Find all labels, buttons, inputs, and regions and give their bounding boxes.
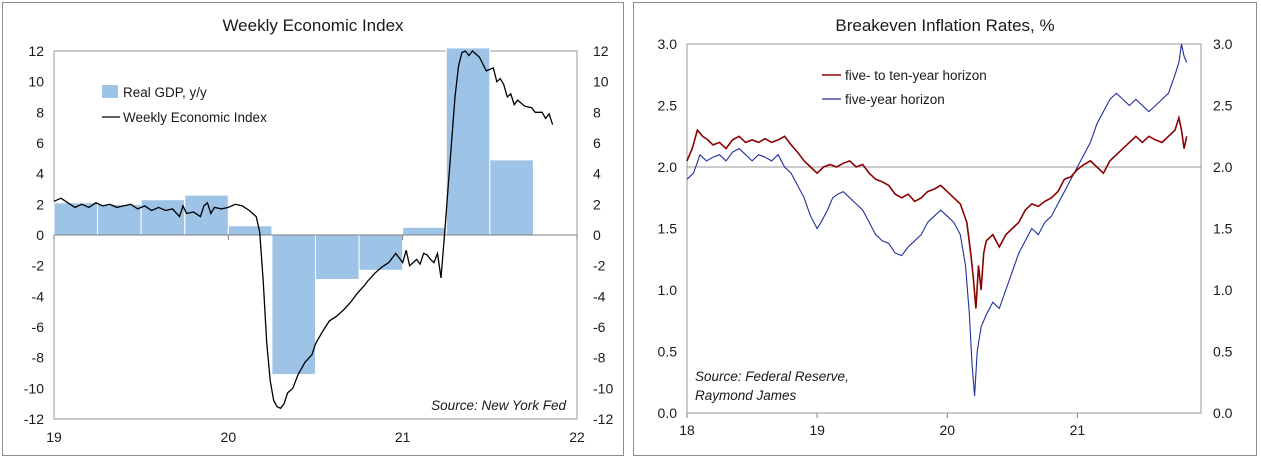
weekly-economic-index-chart: 121086420-2-4-6-8-10-12121086420-2-4-6-8… xyxy=(24,43,614,445)
legend-label-wei: Weekly Economic Index xyxy=(123,110,267,125)
y-tick-label-right: 1.0 xyxy=(1213,282,1233,298)
chart-title: Weekly Economic Index xyxy=(222,16,404,35)
y-tick-label: 0.5 xyxy=(658,344,678,360)
y-tick-label: 10 xyxy=(28,74,44,90)
gdp-bar xyxy=(489,159,534,236)
y-tick-label: 4 xyxy=(36,166,44,182)
y-tick-label-right: 2 xyxy=(593,196,601,212)
y-tick-label-right: 6 xyxy=(593,135,601,151)
five-to-ten-year-line xyxy=(686,114,1188,309)
gdp-bar xyxy=(315,234,360,280)
legend-label-five-year: five-year horizon xyxy=(845,92,945,107)
y-tick-label: 2.0 xyxy=(658,159,678,175)
gdp-bar xyxy=(97,203,142,236)
y-tick-label: -10 xyxy=(24,380,44,396)
legend-box xyxy=(95,79,288,133)
breakeven-inflation-panel: Breakeven Inflation Rates, % 3.0 2.5 2.0 1.… xyxy=(633,2,1257,456)
y-tick-label: 6 xyxy=(36,135,44,151)
x-tick-label: 18 xyxy=(679,422,695,438)
chart-title: Breakeven Inflation Rates, % xyxy=(835,16,1055,35)
y-tick-label-right: 8 xyxy=(593,104,601,120)
y-tick-label-right: 0.0 xyxy=(1213,405,1233,421)
weekly-economic-index-panel: Weekly Economic Index 12 10 8 6 4 2 0 -2 -4 -6 -8-… xyxy=(2,2,624,456)
y-tick-label: 2 xyxy=(36,196,44,212)
source-annotation-line1: Source: Federal Reserve, xyxy=(695,369,849,384)
source-annotation-line2: Raymond James xyxy=(695,388,797,403)
x-tick-label: 20 xyxy=(939,422,955,438)
y-tick-label: -4 xyxy=(32,288,45,304)
y-tick-label-right: 2.5 xyxy=(1213,98,1233,114)
y-tick-label: -8 xyxy=(32,350,45,366)
gdp-bar xyxy=(271,234,316,376)
y-tick-label-right: 0 xyxy=(593,227,601,243)
y-tick-label: -2 xyxy=(32,258,45,274)
y-tick-label-right: -4 xyxy=(593,288,606,304)
x-tick-label: 21 xyxy=(1070,422,1086,438)
y-tick-label: 1.5 xyxy=(658,221,678,237)
y-tick-label-right: -2 xyxy=(593,258,606,274)
y-tick-label: 0 xyxy=(36,227,44,243)
x-tick-label: 19 xyxy=(809,422,825,438)
gdp-bar xyxy=(140,199,186,236)
gdp-bar xyxy=(402,226,447,236)
y-tick-label-right: -12 xyxy=(593,411,613,427)
x-tick-label: 20 xyxy=(221,429,237,445)
breakeven-inflation-chart: 3.0 2.5 2.0 1.5 1.0 0.5 0.0 3.0 2.5 2.0 1.5 1.0 0.5 0… xyxy=(658,36,1233,438)
y-tick-label: 12 xyxy=(28,43,44,59)
y-tick-label: 2.5 xyxy=(658,98,678,114)
y-tick-label: 1.0 xyxy=(658,282,678,298)
y-tick-label: -12 xyxy=(24,411,44,427)
y-tick-label-right: 12 xyxy=(593,43,609,59)
legend-box xyxy=(816,63,1021,115)
y-tick-label: 0.0 xyxy=(658,405,678,421)
legend-label-five-to-ten: five- to ten-year horizon xyxy=(845,68,987,83)
y-tick-label-right: 10 xyxy=(593,74,609,90)
legend-label-gdp: Real GDP, y/y xyxy=(123,85,207,100)
y-tick-label: 8 xyxy=(36,104,44,120)
legend-swatch-gdp xyxy=(102,85,118,98)
gdp-bar xyxy=(184,194,229,236)
y-tick-label: 3.0 xyxy=(658,36,678,52)
y-tick-label-right: -10 xyxy=(593,380,613,396)
plot-frame xyxy=(686,43,1202,414)
y-tick-label-right: 1.5 xyxy=(1213,221,1233,237)
y-tick-label-right: 2.0 xyxy=(1213,159,1233,175)
gdp-bar xyxy=(358,234,404,271)
y-tick-label-right: 3.0 xyxy=(1213,36,1233,52)
y-tick-label: -6 xyxy=(32,319,45,335)
y-tick-label-right: -6 xyxy=(593,319,606,335)
source-annotation: Source: New York Fed xyxy=(431,398,566,413)
gdp-bar xyxy=(53,202,99,236)
x-tick-label: 22 xyxy=(569,429,585,445)
x-tick-label: 21 xyxy=(395,429,411,445)
y-tick-label-right: 0.5 xyxy=(1213,344,1233,360)
gdp-bar xyxy=(445,47,491,236)
x-tick-label: 19 xyxy=(46,429,62,445)
five-year-line xyxy=(686,43,1188,396)
wei-line xyxy=(53,50,554,410)
y-tick-label-right: 4 xyxy=(593,166,601,182)
gdp-bar xyxy=(227,225,273,236)
y-tick-label-right: -8 xyxy=(593,350,606,366)
